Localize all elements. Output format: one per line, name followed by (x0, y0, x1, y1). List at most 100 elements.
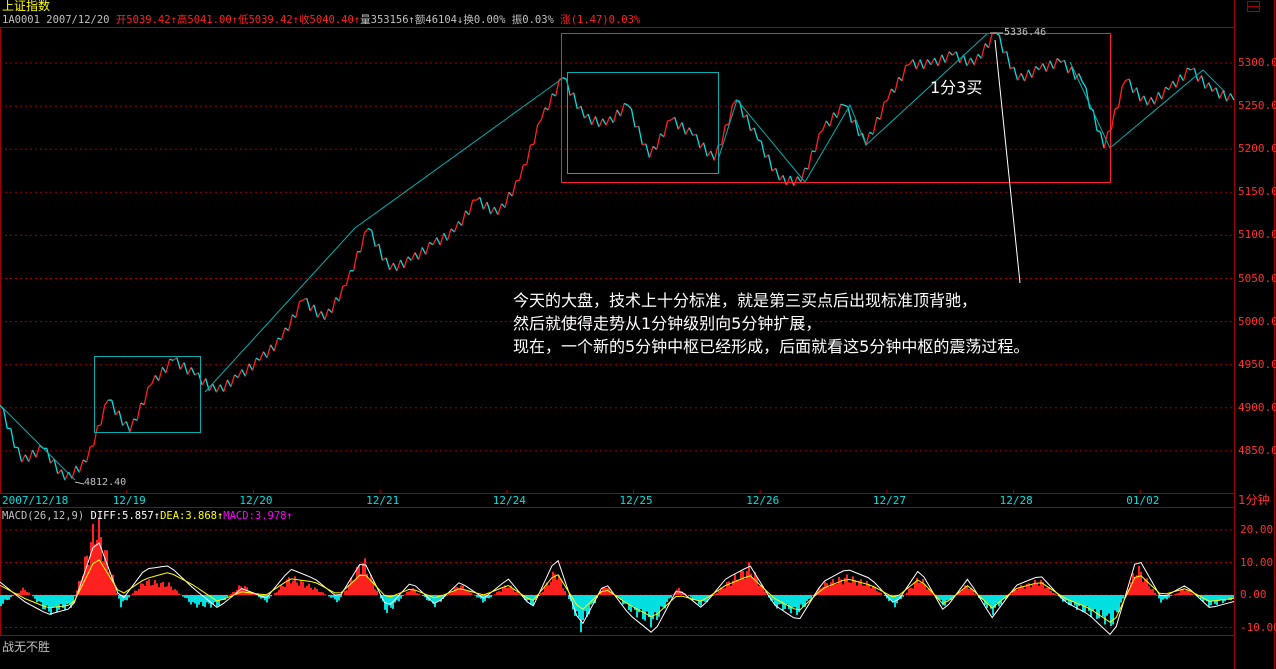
price-segment (306, 298, 311, 312)
price-segment (605, 116, 611, 126)
price-segment (497, 203, 503, 215)
high: 高5041.00↑ (176, 14, 238, 26)
price-segment (490, 206, 495, 215)
price-segment (508, 191, 513, 197)
y-tick-label: 5000.00 (1238, 314, 1276, 328)
annotations (0, 32, 1226, 485)
low-label: 4812.40 (84, 477, 127, 488)
amount: 额46104↓ (414, 14, 464, 26)
macd-value: MACD:3.978↑ (223, 510, 293, 522)
price-segment (681, 122, 687, 135)
price-segment (122, 421, 127, 427)
price-segment (360, 232, 366, 252)
price-segment (1215, 87, 1221, 99)
price-segment (602, 118, 607, 126)
price-segment (540, 107, 546, 121)
price-segment (1060, 59, 1065, 63)
price-segment (479, 197, 485, 210)
price-segment (674, 117, 679, 130)
price-segment (937, 54, 943, 67)
price-segment (335, 297, 340, 302)
footer-text: 战无不胜 (2, 640, 51, 654)
price-segment (71, 465, 77, 479)
price-segment (154, 374, 160, 382)
price-segment (150, 375, 156, 385)
x-tick-label: 12/20 (239, 494, 273, 507)
price-segment (1200, 75, 1206, 89)
price-segment (226, 379, 232, 388)
price-segment (28, 449, 34, 463)
price-segment (1045, 60, 1051, 72)
price-segment (847, 106, 853, 123)
price-segment (576, 105, 582, 110)
price-segment (977, 53, 982, 59)
price-segment (425, 242, 430, 255)
price-segment (612, 109, 618, 123)
price-segment (389, 262, 394, 271)
price-segment (363, 228, 369, 234)
price-segment (544, 107, 549, 111)
price-segment (1197, 75, 1203, 82)
price-segment (952, 51, 957, 56)
price-segment (1128, 79, 1134, 94)
price-segment (259, 351, 264, 361)
price-segment (284, 327, 290, 332)
price-segment (1182, 67, 1188, 81)
price-segment (338, 285, 344, 302)
price-segment (591, 116, 596, 126)
price-segment (746, 114, 752, 131)
price-segment (523, 163, 527, 166)
price-segment (316, 311, 322, 318)
price-segment (757, 139, 762, 142)
price-segment (241, 369, 246, 377)
price-segment (941, 54, 946, 63)
price-segment (825, 120, 831, 127)
price-segment (2, 409, 8, 429)
price-segment (100, 405, 106, 426)
price-segment (486, 202, 492, 215)
y-tick-label: 5250.00 (1238, 99, 1276, 113)
price-segment (731, 99, 737, 106)
price-segment (908, 59, 914, 66)
price-segment (829, 112, 835, 127)
price-segment (883, 99, 888, 103)
price-segment (1172, 80, 1177, 88)
price-segment (320, 311, 326, 321)
price-segment (645, 143, 651, 158)
price-segment (789, 175, 795, 186)
macd-panel-border (0, 507, 1235, 636)
x-tick-label: 01/02 (1126, 494, 1160, 507)
price-segment (461, 210, 467, 226)
period-label[interactable]: 1分钟 (1238, 493, 1270, 507)
x-tick-label: 12/21 (366, 494, 400, 507)
price-segment (1135, 87, 1141, 102)
macd-tick-label: -10.00 (1240, 620, 1276, 634)
price-segment (926, 59, 932, 66)
price-segment (454, 221, 459, 233)
price-segment (699, 142, 705, 149)
y-tick-label: 5200.00 (1238, 142, 1276, 156)
price-segment (493, 206, 499, 215)
price-segment (78, 459, 84, 473)
price-segment (234, 374, 239, 379)
price-segment (1186, 67, 1192, 71)
price-segment (807, 150, 813, 170)
price-segment (313, 304, 319, 318)
price-segment (753, 127, 759, 140)
y-tick-label: 5050.00 (1238, 271, 1276, 285)
y-tick-label: 5150.00 (1238, 185, 1276, 199)
pivot-box (567, 72, 719, 174)
price-segment (822, 120, 827, 131)
x-tick-label: 12/27 (872, 494, 907, 507)
price-segment (443, 232, 448, 241)
price-segment (1006, 51, 1011, 69)
price-segment (266, 344, 272, 358)
pivot-box-5min (561, 33, 1111, 183)
price-segment (677, 122, 683, 130)
price-segment (988, 32, 993, 48)
commentary-line: 然后就使得走势从1分钟级别向5分钟扩展， (513, 314, 822, 333)
price-segment (125, 421, 131, 433)
price-segment (966, 57, 972, 67)
price-segment (201, 378, 207, 386)
